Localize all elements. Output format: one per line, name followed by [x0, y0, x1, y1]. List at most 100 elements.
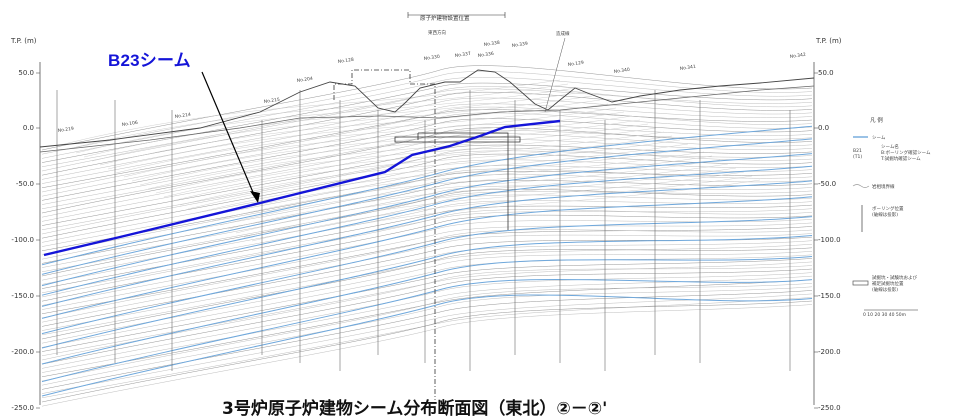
- seam-line: [41, 153, 813, 287]
- left-tick-label: -50.0: [16, 180, 34, 188]
- seam-line: [41, 196, 813, 319]
- rock-layer-line: [41, 214, 813, 302]
- rock-layer-line: [41, 279, 813, 378]
- rock-layer-line: [41, 190, 813, 273]
- rock-layer-line: [139, 119, 641, 186]
- left-tick-label: 50.0: [18, 69, 34, 77]
- rock-layer-line: [41, 229, 813, 319]
- rock-layer-line: [251, 175, 753, 242]
- legend-seam-label: シーム: [872, 135, 886, 141]
- seam-line: [41, 216, 813, 335]
- rock-layer-line: [243, 171, 745, 238]
- borehole-label: No.214: [174, 112, 191, 120]
- rock-layer-line: [75, 87, 577, 154]
- rock-layer-line: [67, 83, 569, 150]
- borehole-label: No.129: [567, 60, 584, 68]
- rock-layer-line: [99, 99, 601, 166]
- rock-layer-line: [41, 251, 813, 344]
- seam-line: [41, 138, 813, 275]
- reactor-building-base: [417, 132, 509, 230]
- left-tick-label: -200.0: [11, 348, 34, 356]
- rock-layer-line: [59, 79, 561, 146]
- rock-layer-line: [41, 127, 813, 214]
- legend-seam-code: B21: [853, 148, 862, 154]
- legend-test-pit-note: (破線は投影): [872, 286, 898, 293]
- legend-title: 凡 例: [870, 116, 883, 124]
- rock-layer-line: [41, 293, 813, 394]
- rock-layer-line: [41, 290, 813, 390]
- left-tick-labels: 50.0 0.0 -50.0 -100.0 -150.0 -200.0 -250.0: [11, 69, 40, 411]
- rock-layer-line: [41, 297, 813, 399]
- rock-layer-line: [41, 133, 813, 218]
- rock-layer-line: [41, 153, 813, 239]
- borehole-label: No.336: [477, 51, 494, 59]
- ground-surface-line: [39, 69, 815, 148]
- rock-layer-line: [41, 148, 813, 235]
- borehole-label: No.339: [511, 41, 528, 49]
- seam-line: [41, 256, 813, 365]
- rock-layer-line: [41, 71, 813, 155]
- rock-layer-line: [91, 95, 593, 162]
- right-tick-label: -250.0: [818, 404, 841, 411]
- rock-layer-line: [115, 107, 617, 174]
- rock-layer-line: [163, 131, 665, 198]
- borehole-label: No.204: [296, 76, 313, 84]
- rock-layer-line: [41, 283, 813, 382]
- rock-layer-line: [41, 268, 813, 365]
- seam-line: [41, 125, 813, 266]
- legend-seam-desc2: T:試掘坑確認シーム: [880, 155, 921, 162]
- seam-line: [41, 235, 813, 349]
- fill-line: [39, 85, 815, 153]
- seam-lines: [41, 125, 813, 397]
- borehole-label: No.342: [789, 52, 806, 60]
- borehole-label: No.340: [613, 67, 630, 75]
- position-bracket: [407, 12, 506, 18]
- rock-layer-line: [41, 243, 813, 336]
- legend-test-pit-label2: 補足試掘坑位置: [872, 280, 904, 287]
- borehole-label: No.341: [679, 64, 696, 72]
- borehole-label: No.215: [263, 97, 280, 105]
- b23-callout-label: B23シーム: [108, 51, 191, 70]
- fill-line-label: 造成線: [556, 30, 570, 37]
- borehole-labels: No.219 No.106 No.214 No.215 No.204 No.128 No.3…: [57, 40, 806, 134]
- rock-layer-line: [41, 226, 813, 315]
- rock-layer-line: [41, 77, 813, 159]
- rock-layer-line: [41, 112, 813, 197]
- right-tick-label: -200.0: [818, 348, 841, 356]
- left-axis-title: T.P. (m): [10, 37, 37, 45]
- rock-layer-line: [41, 209, 813, 298]
- rock-layer-line: [41, 91, 813, 176]
- seam-line: [41, 165, 813, 296]
- borehole-lines: [56, 90, 791, 371]
- right-tick-label: -50.0: [818, 180, 836, 188]
- borehole-label: No.330: [423, 54, 440, 62]
- rock-layer-line: [41, 194, 813, 281]
- rock-layer-line: [41, 171, 813, 252]
- rock-layer-line: [41, 200, 813, 285]
- rock-layer-line: [41, 86, 813, 172]
- borehole-label: No.219: [57, 126, 74, 134]
- rock-layer-line: [41, 247, 813, 340]
- rock-layer-line: [41, 139, 813, 222]
- left-tick-label: -250.0: [11, 404, 34, 411]
- legend: 凡 例 シーム B21 (T1) シーム名 B:ボーリング確認シーム T:試掘坑…: [852, 116, 931, 318]
- legend-boundary-swatch: [852, 184, 870, 188]
- legend-test-pit-swatch: [852, 280, 869, 286]
- rock-layer-line: [41, 180, 813, 264]
- rock-layer-line: [147, 123, 649, 190]
- rock-layer-line: [41, 65, 813, 151]
- ew-direction-label: 東西方向: [428, 29, 446, 36]
- rock-layer-lines: [41, 65, 813, 407]
- left-tick-label: -100.0: [11, 236, 34, 244]
- reactor-building-outline: [333, 69, 436, 400]
- callout-arrow-line: [201, 71, 256, 198]
- building-position-label: 原子炉建物設置位置: [420, 14, 470, 22]
- borehole-label: No.128: [337, 57, 354, 65]
- rock-layer-line: [235, 167, 737, 234]
- left-tick-label: 0.0: [23, 124, 34, 132]
- rock-layer-line: [41, 165, 813, 247]
- rock-layer-line: [41, 189, 813, 277]
- right-axis-title: T.P. (m): [815, 37, 842, 45]
- rock-layer-line: [41, 97, 813, 180]
